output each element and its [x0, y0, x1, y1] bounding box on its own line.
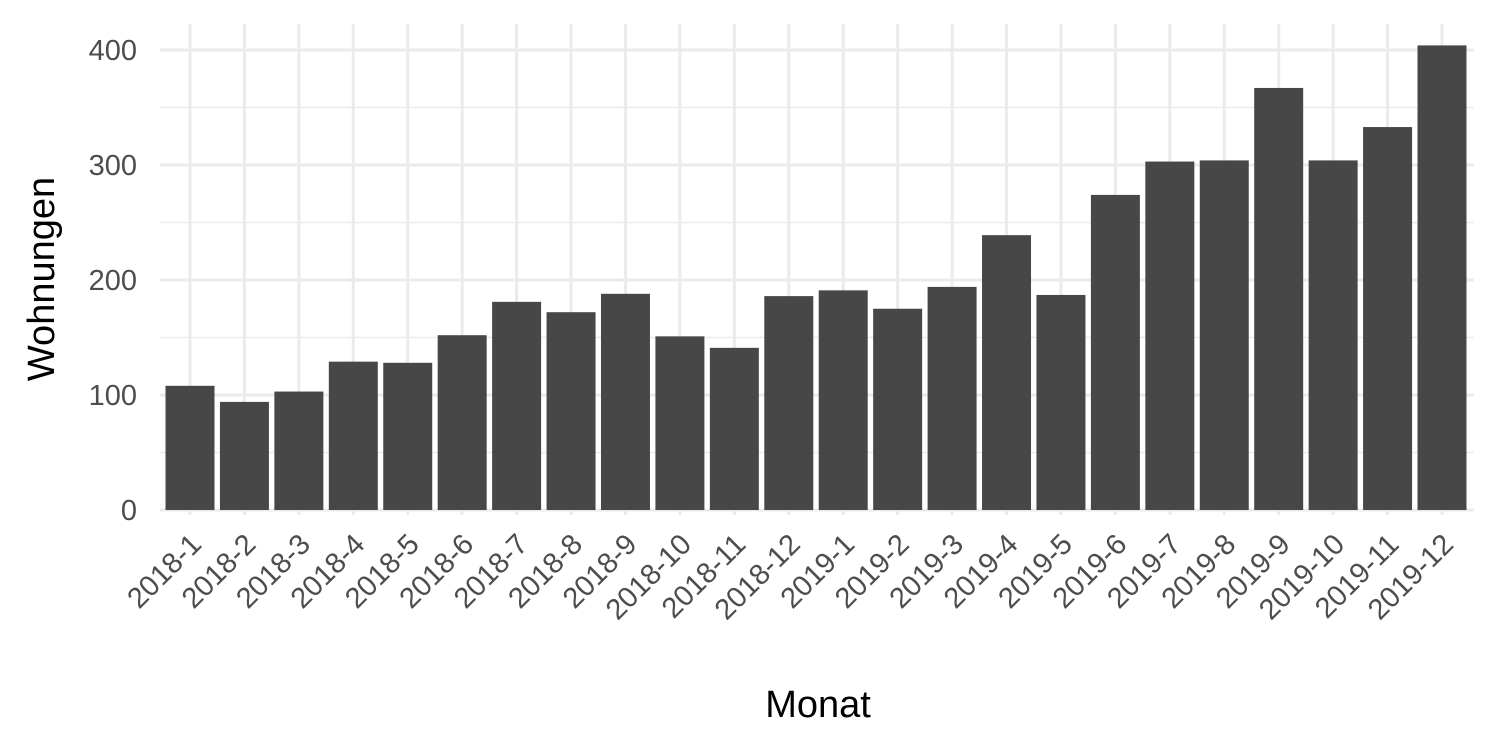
bar-2019-10	[1308, 160, 1358, 510]
bar-2019-11	[1363, 127, 1413, 511]
bar-2018-11	[709, 347, 759, 510]
bars	[165, 45, 1467, 511]
y-tick-label: 400	[89, 35, 137, 67]
x-axis-tick-labels: 2018-12018-22018-32018-42018-52018-62018…	[121, 528, 1459, 626]
bar-2019-2	[873, 308, 923, 510]
y-axis-tick-labels: 0 100 200 300 400	[89, 35, 137, 527]
bar-2018-12	[764, 296, 814, 510]
y-axis-title: Wohnungen	[21, 177, 63, 381]
bar-2019-5	[1036, 294, 1086, 510]
bar-2019-7	[1145, 161, 1195, 511]
bar-2019-3	[927, 286, 977, 510]
y-tick-label: 200	[89, 265, 137, 297]
bar-2018-9	[600, 293, 650, 510]
bar-2019-6	[1090, 194, 1140, 510]
bar-2018-7	[492, 301, 542, 510]
bar-2018-3	[274, 391, 324, 510]
y-tick-label: 100	[89, 380, 137, 412]
bar-2019-9	[1254, 87, 1304, 510]
bar-2018-1	[165, 385, 215, 510]
bar-2018-2	[219, 401, 269, 510]
bar-2019-4	[982, 235, 1032, 510]
bar-2019-12	[1417, 45, 1467, 511]
x-axis-title: Monat	[765, 684, 871, 726]
bar-2018-4	[328, 361, 378, 510]
bar-2018-5	[383, 362, 433, 510]
bar-2018-8	[546, 312, 596, 510]
bar-2018-10	[655, 336, 705, 510]
bar-2018-6	[437, 335, 487, 510]
bar-2019-1	[818, 290, 868, 510]
y-tick-label: 0	[121, 495, 137, 527]
bar-2019-8	[1199, 160, 1249, 510]
y-tick-label: 300	[89, 150, 137, 182]
